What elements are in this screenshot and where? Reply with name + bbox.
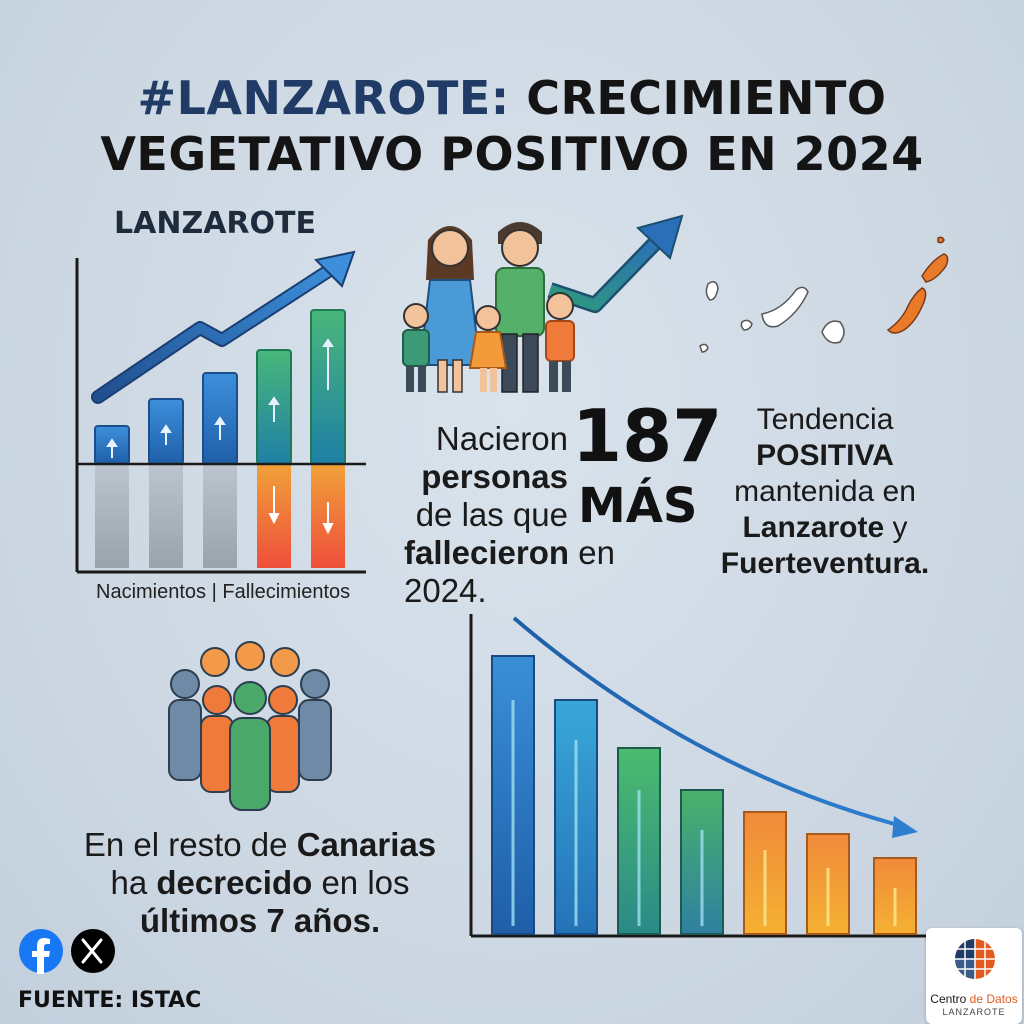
mother-figure (418, 226, 482, 393)
up-arrows (106, 338, 334, 458)
canarias-text: En el resto de Canarias ha decrecido en … (60, 826, 460, 940)
family-illustration (402, 214, 684, 393)
logo-text-2: LANZAROTE (942, 1007, 1006, 1017)
stat-line-1: Nacieron (435, 420, 568, 457)
logo-text-1: Centro de Datos (930, 992, 1018, 1006)
trend-line-4: Lanzarote y (742, 511, 908, 544)
canarias-decline-chart (469, 614, 950, 938)
decline-trend-arrow-head (892, 816, 918, 838)
left-chart-axis-label: Nacimientos | Fallecimientos (96, 581, 351, 603)
stat-line-4-bold: fallecieron (404, 534, 570, 571)
stat-number: 187 (572, 394, 723, 478)
island-la-gomera (740, 319, 753, 331)
people-group-icon (168, 641, 332, 811)
bar-deaths-2 (149, 464, 183, 568)
stat-bottom-text: fallecieron en 2024. (404, 534, 700, 610)
title-line1-rest: CRECIMIENTO (526, 71, 887, 125)
source-label: FUENTE: ISTAC (18, 988, 202, 1013)
title-line-2: VEGETATIVO POSITIVO EN 2024 (100, 127, 924, 181)
bar-deaths-1 (95, 464, 129, 568)
title-hashtag: #LANZAROTE: (137, 71, 510, 125)
trend-line-5: Fuerteventura. (720, 547, 930, 580)
child-figure-2 (468, 305, 508, 392)
island-fuerteventura (886, 287, 927, 334)
stat-line-2: personas (421, 458, 568, 495)
island-la-palma (705, 281, 719, 301)
trend-line-2: POSITIVA (756, 439, 894, 472)
island-tenerife (761, 286, 809, 328)
canarias-line-2: ha decrecido en los (110, 864, 410, 901)
island-lanzarote (921, 253, 949, 283)
island-el-hierro (699, 343, 709, 353)
title-line-1: #LANZAROTE: CRECIMIENTO (0, 70, 1024, 126)
island-la-graciosa (937, 236, 945, 244)
bar-deaths-3 (203, 464, 237, 568)
stat-line-4-rest: en 2024. (404, 534, 615, 609)
trend-line-3: mantenida en (734, 475, 916, 508)
down-arrows (268, 486, 334, 535)
canarias-line-3: últimos 7 años. (139, 902, 381, 939)
stat-number-word: MÁS (578, 478, 698, 534)
centro-de-datos-logo: Centro de Datos LANZAROTE (926, 928, 1022, 1024)
decline-trend-arrow (512, 616, 903, 828)
trend-arrow-head (313, 250, 356, 288)
x-icon[interactable] (70, 928, 116, 974)
decline-bar-highlights-warm (763, 850, 897, 926)
trend-arrow-line (93, 261, 341, 402)
stat-left-text: Nacieron personas de las que (404, 420, 568, 534)
trend-line-1: Tendencia (756, 403, 894, 436)
child-figure-1 (402, 303, 430, 392)
left-chart-title: LANZAROTE (114, 206, 316, 241)
father-figure (495, 222, 545, 393)
decline-bar-highlights (511, 700, 704, 926)
trend-text: Tendencia POSITIVA mantenida en Lanzarot… (720, 402, 930, 582)
canarias-line-1: En el resto de Canarias (83, 826, 437, 863)
globe-grid-icon (955, 939, 995, 979)
facebook-icon[interactable] (18, 928, 64, 974)
page-title: #LANZAROTE: CRECIMIENTO VEGETATIVO POSIT… (0, 70, 1024, 182)
family-arrow-head (636, 214, 684, 260)
canary-islands-map (699, 236, 949, 353)
child-figure-3 (545, 292, 575, 392)
stat-line-3: de las que (415, 496, 568, 533)
island-gran-canaria (821, 320, 845, 344)
lanzarote-bar-chart (75, 250, 366, 574)
